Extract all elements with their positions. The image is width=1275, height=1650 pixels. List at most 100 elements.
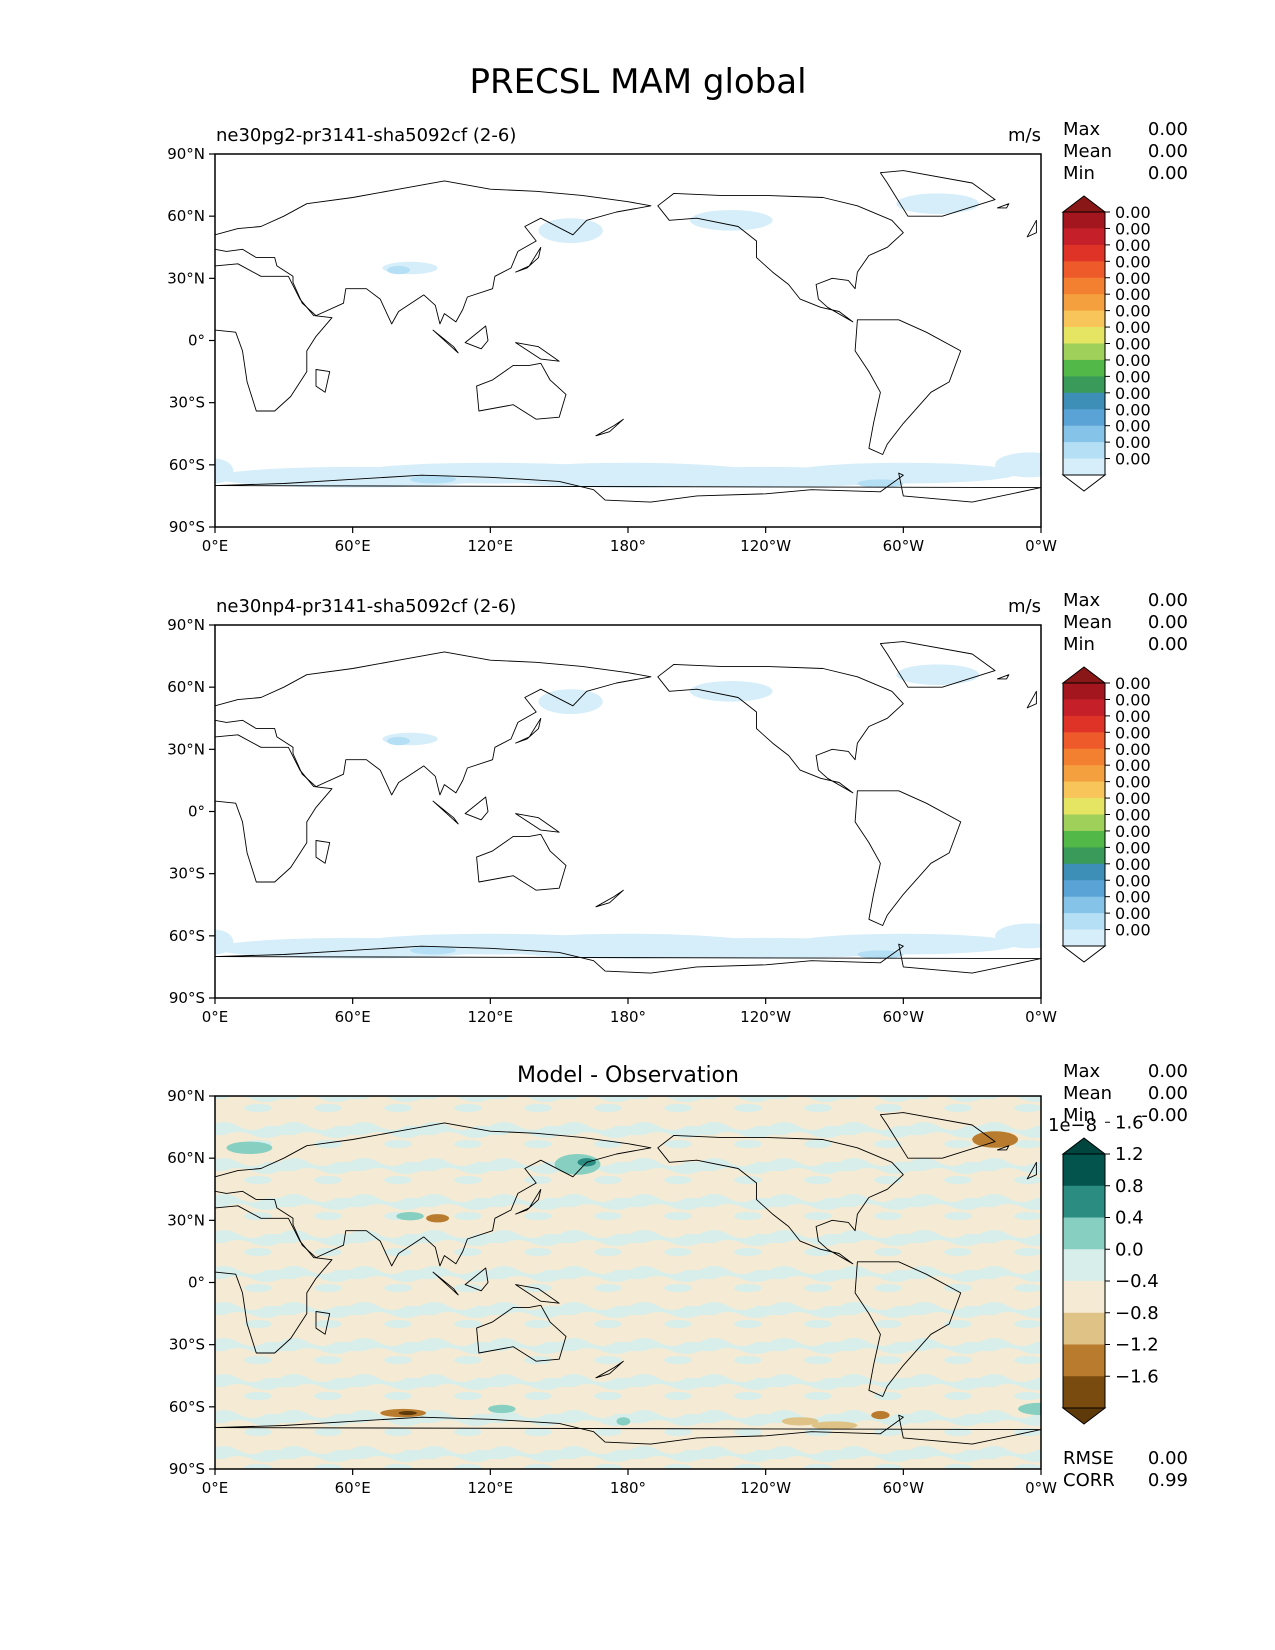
stat-label: Mean: [1063, 1083, 1112, 1104]
coastline: [215, 1205, 333, 1354]
coastline: [215, 734, 333, 883]
colorbar-segment: [1063, 409, 1105, 427]
panel-1-title: ne30pg2-pr3141-sha5092cf (2-6): [216, 125, 516, 146]
x-tick-label: 60°W: [883, 537, 925, 555]
stat-value: 0.00: [1148, 141, 1188, 162]
colorbar-label: 0.00: [1115, 252, 1151, 271]
stat-value: 0.99: [1148, 1470, 1188, 1491]
stat-label: Max: [1063, 590, 1101, 611]
stat-value: 0.00: [1148, 1061, 1188, 1082]
coastline: [879, 170, 996, 217]
colorbar-segment: [1063, 1281, 1105, 1314]
panel-1: ne30pg2-pr3141-sha5092cf (2-6) m/s 90°N 6…: [167, 119, 1188, 555]
coastline: [515, 717, 542, 744]
x-tick-label: 120°W: [740, 537, 791, 555]
colorbar-label: 0.00: [1115, 707, 1151, 726]
colorbar-segment: [1063, 830, 1105, 848]
coastline: [1026, 219, 1037, 238]
colorbar-extend-max: [1061, 195, 1107, 213]
coastline: [879, 641, 996, 688]
y-tick-label: 30°N: [167, 1211, 205, 1229]
coastline: [595, 889, 624, 908]
colorbar-segment: [1063, 798, 1105, 815]
coastline: [1026, 690, 1037, 709]
coastline: [515, 342, 560, 362]
coastline: [476, 833, 567, 891]
colorbar-label: 1.6: [1115, 1112, 1144, 1133]
coastline: [476, 1304, 567, 1362]
y-tick-label: 0°: [188, 1274, 205, 1292]
coastline: [315, 1311, 331, 1335]
coastline: [515, 1188, 542, 1215]
stat-label: Min: [1063, 1105, 1095, 1126]
stat-value: 0.00: [1148, 163, 1188, 184]
colorbar-segment: [1063, 442, 1105, 459]
field-contour: [387, 265, 411, 275]
figure-title: PRECSL MAM global: [469, 62, 806, 102]
coastline: [595, 1360, 624, 1379]
field-contour: [616, 1417, 631, 1426]
field-contour: [995, 452, 1041, 478]
colorbar-label: 1.2: [1115, 1144, 1144, 1165]
colorbar-label: 0.0: [1115, 1239, 1144, 1260]
colorbar-label: 0.00: [1115, 203, 1151, 222]
field-contour: [488, 1404, 516, 1414]
colorbar-segment: [1063, 814, 1105, 832]
colorbar-segment: [1063, 277, 1105, 295]
x-tick-label: 120°W: [740, 1479, 791, 1497]
field-contour: [410, 475, 456, 484]
panel-3-bottom-stats: RMSE 0.00 CORR 0.99: [1063, 1448, 1188, 1491]
field-contour: [871, 1410, 890, 1420]
colorbar-extend-min: [1061, 1407, 1107, 1425]
coastline: [996, 1145, 1010, 1151]
colorbar-segment: [1063, 343, 1105, 361]
panel-3-field: [215, 1112, 1041, 1445]
colorbar-label: 0.00: [1115, 690, 1151, 709]
colorbar-label: −1.6: [1115, 1366, 1159, 1387]
x-tick-label: 60°E: [335, 1479, 371, 1497]
x-tick-label: 180°: [610, 1008, 646, 1026]
panel-2-stats: Max 0.00 Mean 0.00 Min 0.00: [1063, 590, 1188, 655]
coastline: [215, 180, 652, 325]
field-contour: [788, 933, 1019, 955]
y-tick-label: 30°N: [167, 269, 205, 287]
coastline: [215, 1122, 652, 1267]
colorbar-label: −0.4: [1115, 1271, 1159, 1292]
colorbar-segment: [1063, 683, 1105, 700]
colorbar-segment: [1063, 1344, 1105, 1377]
y-tick-label: 90°N: [167, 1087, 205, 1105]
colorbar-segment: [1063, 1249, 1105, 1282]
colorbar-label: 0.00: [1115, 335, 1151, 354]
stat-label: Min: [1063, 163, 1095, 184]
x-tick-label: 120°E: [468, 537, 514, 555]
field-contour: [410, 946, 456, 955]
stat-value: 0.00: [1148, 1448, 1188, 1469]
panel-2: ne30np4-pr3141-sha5092cf (2-6) m/s 90°N 6…: [167, 590, 1188, 1026]
panel-2-colorbar: 0.000.000.000.000.000.000.000.000.000.00…: [1061, 666, 1151, 963]
y-tick-label: 30°N: [167, 740, 205, 758]
colorbar-segment: [1063, 212, 1105, 229]
colorbar-segment: [1063, 929, 1105, 947]
colorbar-label: 0.00: [1115, 219, 1151, 238]
field-contour: [689, 680, 773, 702]
coastline: [215, 943, 1041, 974]
panel-3-stats: Max 0.00 Mean 0.00 Min -0.00: [1063, 1061, 1188, 1126]
y-tick-label: 30°S: [169, 865, 205, 883]
field-contour: [811, 1421, 858, 1430]
colorbar-label: 0.00: [1115, 871, 1151, 890]
colorbar-label: 0.8: [1115, 1176, 1144, 1197]
stat-label: CORR: [1063, 1470, 1115, 1491]
coastline: [315, 840, 331, 864]
panel-3-title: Model - Observation: [517, 1063, 739, 1088]
colorbar-label: 0.00: [1115, 384, 1151, 403]
y-tick-label: 90°S: [169, 1460, 205, 1478]
colorbar-label: 0.00: [1115, 855, 1151, 874]
coastline: [996, 203, 1010, 209]
y-tick-label: 60°S: [169, 927, 205, 945]
stat-label: Mean: [1063, 141, 1112, 162]
panel-3-colorbar: −1.6 −1.2 −0.8 −0.4 0.0 0.4 0.8 1.2 1.6: [1061, 1112, 1159, 1425]
coastline: [215, 651, 652, 796]
colorbar-label: 0.00: [1115, 806, 1151, 825]
y-tick-label: 0°: [188, 803, 205, 821]
